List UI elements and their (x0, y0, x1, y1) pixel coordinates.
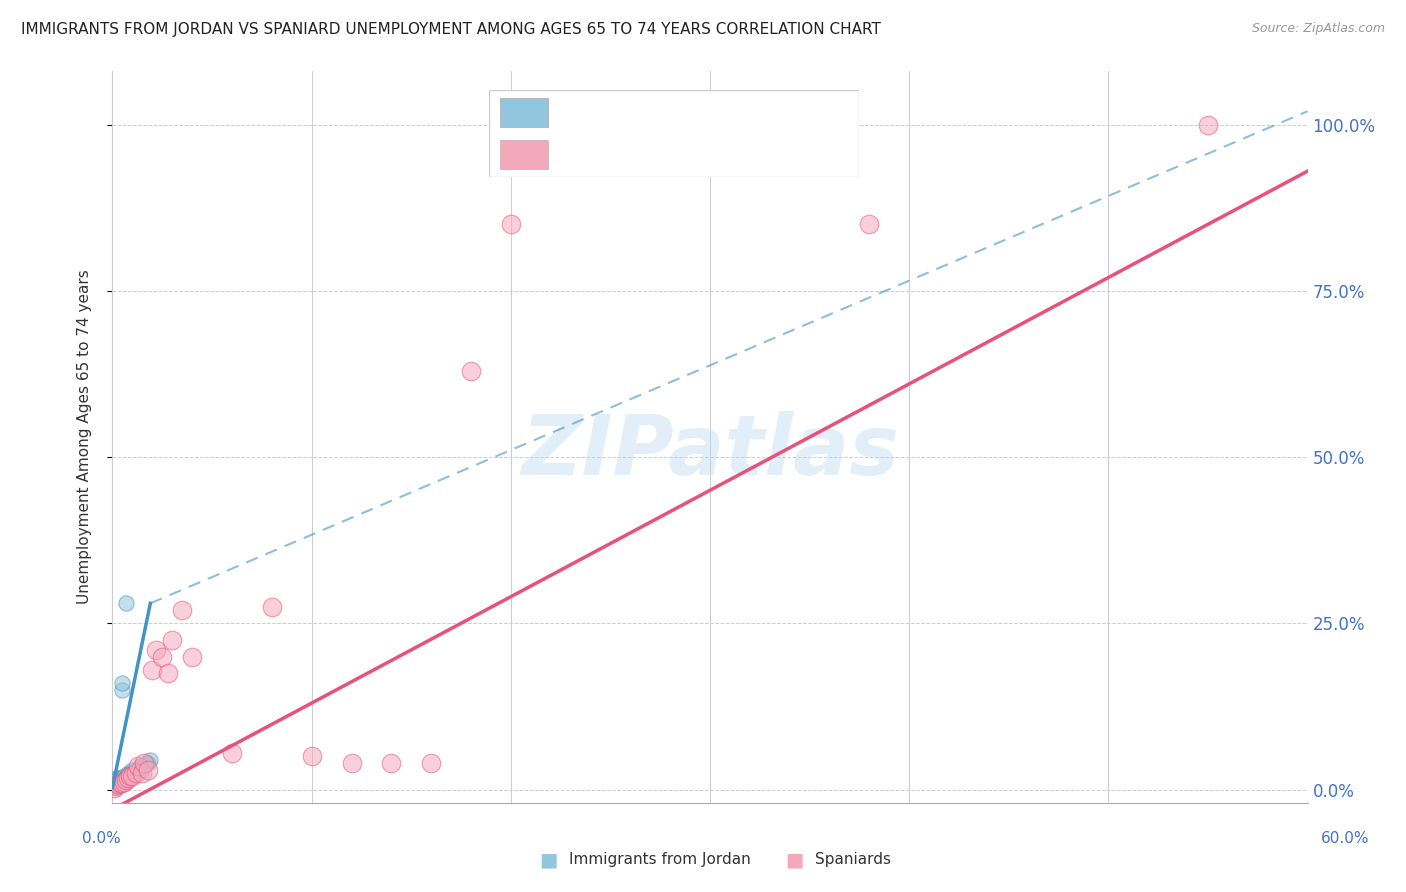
Point (107, 777, 129, 791)
Point (115, 771, 138, 785)
Point (120, 769, 142, 783)
Point (117, 769, 139, 783)
Point (121, 765, 143, 780)
Point (114, 772, 135, 787)
Point (131, 765, 153, 780)
Point (134, 756, 156, 770)
Point (103, 777, 125, 791)
Point (105, 777, 128, 791)
Text: ZIPatlas: ZIPatlas (522, 411, 898, 492)
Point (107, 772, 129, 787)
Point (120, 765, 142, 780)
Point (124, 765, 146, 780)
Text: Immigrants from Jordan: Immigrants from Jordan (569, 853, 751, 867)
Point (115, 772, 138, 787)
Point (111, 776, 134, 790)
Point (107, 777, 129, 791)
Point (301, 749, 323, 764)
Point (120, 769, 142, 783)
Point (103, 772, 125, 787)
Point (105, 779, 128, 793)
Point (150, 649, 173, 664)
Point (105, 779, 128, 793)
Point (121, 769, 143, 783)
Point (111, 774, 134, 789)
Point (117, 765, 139, 780)
Point (110, 774, 132, 789)
Text: 60.0%: 60.0% (1322, 831, 1369, 846)
Point (114, 774, 135, 789)
Point (460, 363, 482, 377)
Point (127, 763, 149, 777)
Text: Spaniards: Spaniards (815, 853, 891, 867)
Point (105, 774, 128, 789)
Point (162, 632, 183, 647)
Point (114, 771, 135, 785)
Point (145, 643, 167, 657)
Point (135, 756, 157, 770)
Point (114, 774, 135, 789)
Point (125, 765, 148, 780)
Point (107, 776, 129, 790)
Point (221, 746, 243, 760)
Point (131, 759, 153, 773)
Point (380, 756, 402, 770)
Point (110, 776, 132, 790)
Text: 0.0%: 0.0% (82, 831, 121, 846)
Point (115, 596, 138, 610)
Point (172, 603, 194, 617)
Point (107, 779, 129, 793)
Point (125, 765, 148, 780)
Point (107, 771, 129, 785)
Point (110, 776, 132, 790)
Point (131, 763, 153, 777)
Point (138, 756, 160, 770)
Point (858, 217, 880, 231)
Point (110, 772, 132, 787)
Point (340, 756, 363, 770)
Point (127, 759, 149, 773)
Point (107, 774, 129, 789)
Point (105, 772, 128, 787)
Point (103, 780, 125, 795)
Point (110, 777, 132, 791)
Point (134, 759, 156, 773)
Text: Source: ZipAtlas.com: Source: ZipAtlas.com (1251, 22, 1385, 36)
Point (141, 663, 163, 677)
Point (110, 771, 132, 785)
Point (105, 771, 128, 785)
Point (1197, 118, 1219, 132)
Point (121, 763, 143, 777)
Point (181, 649, 204, 664)
Point (139, 753, 162, 767)
Point (111, 776, 134, 790)
Point (111, 682, 134, 697)
Text: ■: ■ (538, 850, 558, 870)
Text: IMMIGRANTS FROM JORDAN VS SPANIARD UNEMPLOYMENT AMONG AGES 65 TO 74 YEARS CORREL: IMMIGRANTS FROM JORDAN VS SPANIARD UNEMP… (21, 22, 882, 37)
Point (103, 774, 125, 789)
Point (103, 779, 125, 793)
Point (499, 217, 522, 231)
Point (117, 771, 139, 785)
Point (260, 599, 283, 614)
Y-axis label: Unemployment Among Ages 65 to 74 years: Unemployment Among Ages 65 to 74 years (77, 269, 91, 605)
Point (105, 776, 128, 790)
Point (103, 776, 125, 790)
Point (114, 769, 135, 783)
Point (121, 769, 143, 783)
Point (125, 763, 148, 777)
Point (111, 676, 134, 690)
Point (157, 666, 180, 681)
Point (117, 771, 139, 785)
Point (105, 779, 128, 793)
Text: ■: ■ (785, 850, 804, 870)
Point (115, 772, 138, 787)
Point (129, 759, 152, 773)
Point (138, 763, 160, 777)
Point (420, 756, 443, 770)
